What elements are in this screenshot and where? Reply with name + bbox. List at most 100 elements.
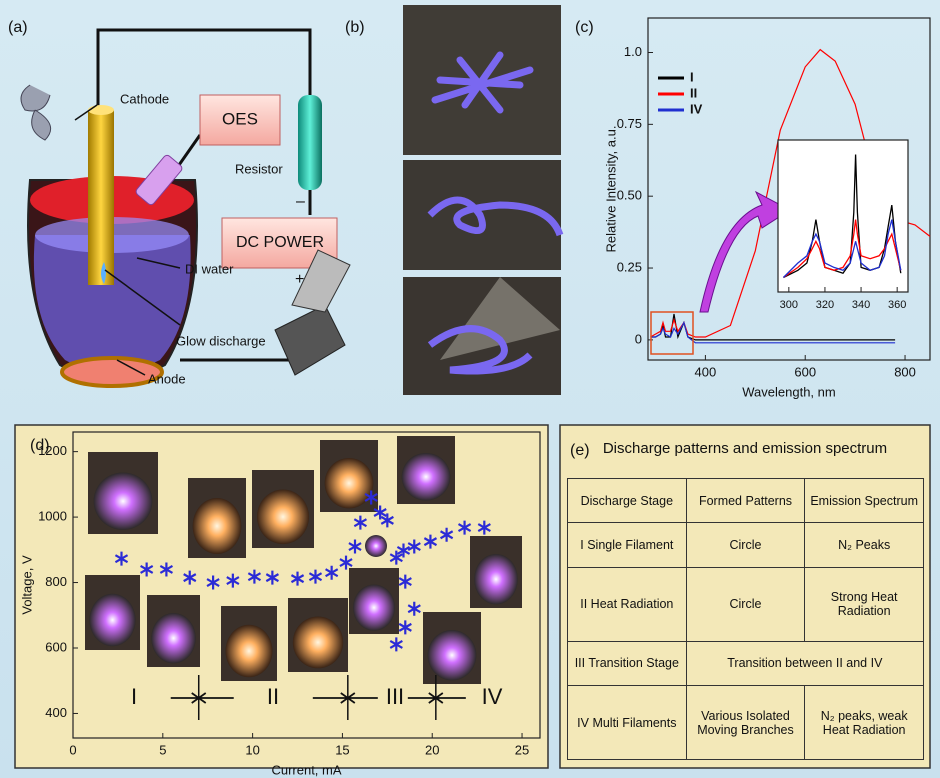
table-cell: III Transition Stage	[567, 640, 687, 687]
table-cell: Circle	[685, 566, 806, 642]
x-tick-label: 340	[852, 299, 870, 311]
point	[183, 570, 197, 585]
point	[398, 574, 412, 589]
y-axis-label: Relative Intensity, a.u.	[603, 126, 618, 253]
panel-label: (e)	[570, 442, 590, 459]
plot-frame	[72, 431, 541, 739]
x-tick-label: 0	[69, 742, 76, 757]
photo-glow	[365, 535, 387, 557]
point	[159, 562, 174, 577]
x-tick-label: 5	[159, 742, 166, 757]
table-cell: II Heat Radiation	[567, 566, 687, 642]
x-tick-label: 320	[816, 299, 834, 311]
point	[364, 490, 378, 505]
x-tick-label: 25	[515, 742, 529, 757]
zoom-arrow	[699, 190, 791, 313]
point	[114, 551, 129, 566]
label: Anode	[148, 371, 186, 386]
y-tick-label: 400	[45, 705, 67, 720]
y-tick-label: 1200	[38, 443, 67, 458]
photo-glow	[324, 458, 374, 509]
stage-arrow	[197, 692, 234, 704]
point	[389, 637, 403, 652]
x-tick-label: 600	[794, 364, 816, 379]
point	[325, 565, 339, 580]
legend-label: I	[690, 69, 694, 84]
stage-arrow	[346, 692, 378, 704]
x-tick-label: 10	[245, 742, 259, 757]
point	[439, 527, 454, 542]
x-axis-label: Wavelength, nm	[742, 384, 835, 399]
point	[477, 520, 491, 535]
x-tick-label: 360	[888, 299, 906, 311]
y-tick-label: 1000	[38, 509, 67, 524]
point	[226, 573, 240, 588]
point	[389, 550, 403, 565]
y-tick-label: 0.50	[617, 188, 642, 203]
table-row: III Transition Stage Transition between I…	[567, 640, 925, 687]
table-cell: I Single Filament	[567, 522, 687, 568]
stage-label: IV	[482, 684, 503, 709]
table-row: II Heat Radiation Circle Strong Heat Radia…	[567, 566, 924, 642]
point	[396, 543, 411, 558]
table-cell: Various Isolated Moving Branches	[685, 685, 806, 760]
label: Cathode	[120, 91, 169, 106]
photo-glow	[93, 472, 153, 530]
legend-label: IV	[690, 101, 703, 116]
label: DI water	[185, 261, 234, 276]
point	[398, 620, 412, 635]
table-cell: N₂ Peaks	[804, 522, 924, 568]
photo-glow	[353, 584, 395, 631]
setup-diagram	[20, 28, 351, 388]
photo-glow	[401, 453, 451, 501]
table-row: Discharge Stage Formed Patterns Emission S…	[567, 477, 924, 524]
panel-label: (c)	[575, 19, 594, 36]
x-tick-label: 15	[335, 742, 349, 757]
zoom-box	[650, 311, 694, 355]
series-line	[782, 219, 902, 278]
table-cell: Transition between II and IV	[685, 640, 925, 687]
series-line	[650, 320, 896, 344]
label: DC POWER	[236, 234, 324, 251]
y-tick-label: 0.75	[617, 116, 642, 131]
photo-glow	[256, 489, 310, 545]
point	[206, 575, 220, 590]
photos-b	[403, 5, 564, 395]
label: +	[295, 271, 304, 288]
table-cell: N₂ peaks, weak Heat Radiation	[804, 685, 924, 760]
point	[348, 539, 362, 554]
point	[339, 555, 353, 570]
point	[457, 520, 472, 535]
table-cell: Discharge Stage	[567, 477, 687, 524]
series-line	[783, 154, 902, 279]
point	[308, 569, 323, 584]
photo-glow	[292, 616, 344, 669]
table: Discharge Stage Formed Patterns Emission S…	[567, 477, 925, 760]
y-tick-label: 0.25	[617, 259, 642, 274]
label: Glow discharge	[176, 333, 266, 348]
photo-glow	[89, 593, 136, 647]
x-tick-label: 800	[894, 364, 916, 379]
point	[373, 505, 387, 520]
table-title: Discharge patterns and emission spectrum	[602, 440, 888, 457]
photo-glow	[225, 624, 273, 678]
table-row: I Single Filament Circle N₂ Peaks	[567, 522, 924, 568]
panel-label: (a)	[8, 19, 28, 36]
photo-glow	[192, 498, 242, 554]
plot-frame	[647, 17, 931, 361]
y-tick-label: 800	[45, 574, 67, 589]
table-cell: Formed Patterns	[685, 477, 806, 524]
point	[290, 571, 305, 586]
stage-label: III	[386, 684, 404, 709]
photo-glow	[151, 613, 196, 664]
x-tick-label: 20	[425, 742, 439, 757]
point	[380, 513, 394, 528]
point	[423, 534, 438, 549]
label: –	[296, 193, 305, 210]
photo-glow	[474, 554, 518, 605]
y-tick-label: 0	[635, 331, 642, 346]
y-tick-label: 600	[45, 639, 67, 654]
stage-label: II	[267, 684, 279, 709]
label: OES	[222, 109, 258, 128]
